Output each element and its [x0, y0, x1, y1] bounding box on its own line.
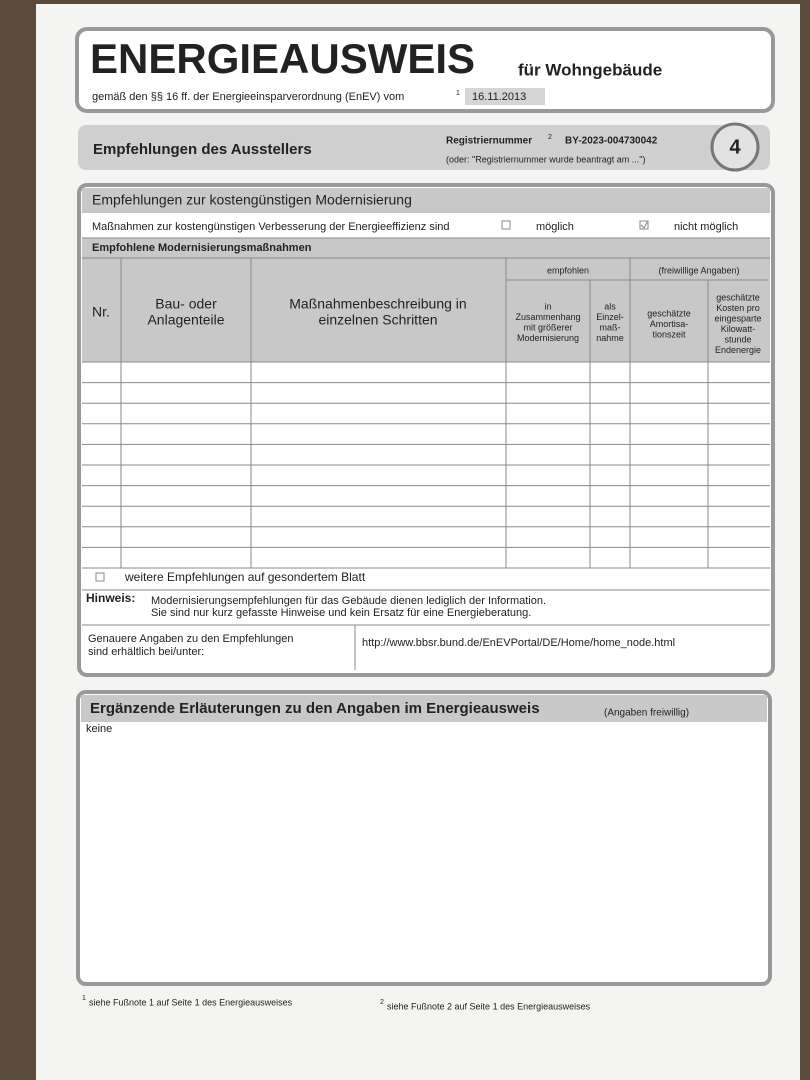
explanations-box — [76, 690, 772, 986]
note-line: Sie sind nur kurz gefasste Hinweise und … — [151, 607, 531, 619]
col-header: in — [544, 301, 551, 311]
measures-text: Maßnahmen zur kostengünstigen Verbesseru… — [92, 221, 450, 233]
subtitle: für Wohngebäude — [518, 60, 662, 79]
col-header: empfohlen — [547, 265, 589, 275]
col-header: Modernisierung — [517, 333, 579, 343]
col-header: geschätzte — [647, 308, 691, 318]
page-badge — [710, 122, 760, 172]
footnote-ref: 2 — [548, 134, 552, 141]
section-bar — [78, 125, 770, 170]
table-header — [82, 238, 770, 362]
details-url: http://www.bbsr.bund.de/EnEVPortal/DE/Ho… — [362, 637, 675, 649]
col-header: Einzel- — [596, 312, 624, 322]
col-header: einzelnen Schritten — [318, 312, 437, 328]
col-header: geschätzte — [716, 292, 760, 302]
box-heading — [81, 695, 767, 722]
note-label: Hinweis: — [86, 591, 135, 605]
explanations-title: Ergänzende Erläuterungen zu den Angaben … — [90, 700, 540, 717]
footnote-number: 1 — [82, 995, 86, 1002]
details-label: sind erhältlich bei/unter: — [88, 646, 204, 658]
col-header: Amortisa- — [650, 319, 689, 329]
footnote-number: 2 — [380, 999, 384, 1006]
footnote-text: siehe Fußnote 1 auf Seite 1 des Energiea… — [89, 997, 293, 1007]
col-header: Maßnahmenbeschreibung in — [289, 296, 466, 312]
explanations-qualifier: (Angaben freiwillig) — [604, 708, 689, 719]
explanations-text: keine — [86, 723, 112, 735]
checkmark — [640, 220, 649, 229]
reg-label: Registriernummer — [446, 136, 532, 147]
col-header: nahme — [596, 333, 624, 343]
checkbox — [95, 572, 105, 582]
col-header: als — [604, 301, 616, 311]
footnote-ref: 1 — [456, 90, 460, 97]
checkbox — [501, 220, 511, 230]
col-header: Kosten pro — [716, 303, 760, 313]
col-header: mit größerer — [523, 322, 572, 332]
date-box — [465, 88, 545, 105]
box-title: Empfehlungen zur kostengünstigen Moderni… — [92, 192, 412, 208]
option: nicht möglich — [674, 221, 738, 233]
col-header: Kilowatt- — [721, 324, 756, 334]
more-text: weitere Empfehlungen auf gesondertem Bla… — [124, 570, 366, 584]
note-line: Modernisierungsempfehlungen für das Gebä… — [151, 595, 546, 607]
title: ENERGIEAUSWEIS — [90, 35, 475, 82]
option: möglich — [536, 221, 574, 233]
col-header: tionszeit — [652, 329, 686, 339]
col-header: stunde — [724, 334, 751, 344]
col-header: Anlagenteile — [147, 312, 224, 328]
checkbox — [639, 220, 649, 230]
footnote-text: siehe Fußnote 2 auf Seite 1 des Energiea… — [387, 1001, 591, 1011]
details-label: Genauere Angaben zu den Empfehlungen — [88, 633, 294, 645]
date: 16.11.2013 — [472, 91, 526, 103]
col-header: maß- — [600, 322, 621, 332]
col-header: Zusammenhang — [515, 312, 580, 322]
legal-text: gemäß den §§ 16 ff. der Energieeinsparve… — [92, 91, 404, 103]
reg-number: BY-2023-004730042 — [565, 136, 658, 147]
col-header: Endenergie — [715, 345, 761, 355]
table-title: Empfohlene Modernisierungsmaßnahmen — [92, 242, 312, 254]
col-header: Nr. — [92, 304, 110, 320]
reg-note: (oder: "Registriernummer wurde beantragt… — [446, 154, 645, 164]
col-header: Bau- oder — [155, 296, 217, 312]
page-number: 4 — [729, 136, 741, 158]
col-header: (freiwillige Angaben) — [658, 265, 739, 275]
section-title: Empfehlungen des Ausstellers — [93, 141, 312, 158]
box-heading — [82, 188, 770, 211]
header-box — [75, 27, 775, 113]
col-header: eingesparte — [714, 313, 761, 323]
